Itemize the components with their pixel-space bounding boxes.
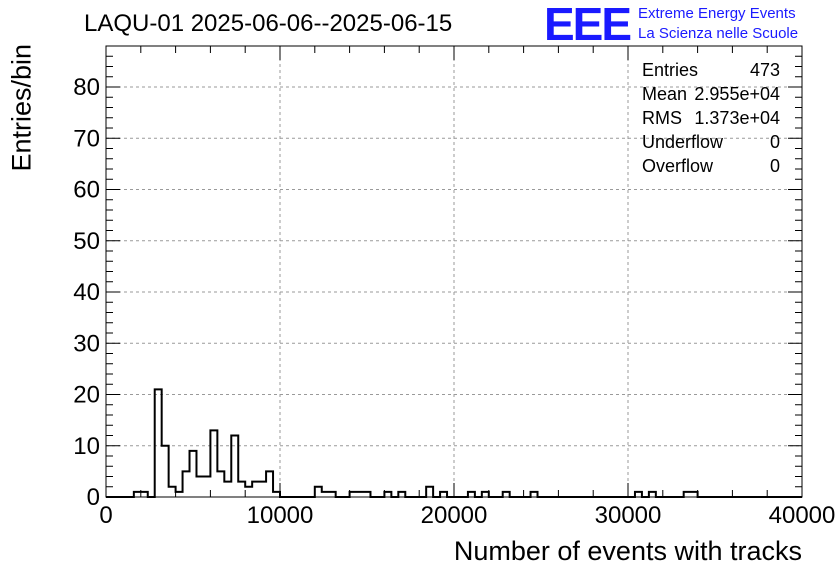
histogram-bin [266,471,273,497]
histogram-bin [252,482,259,497]
x-tick-label: 30000 [595,502,662,529]
y-axis-label: Entries/bin [6,43,37,172]
histogram-bin [245,487,252,497]
histogram-bin [259,482,266,497]
y-tick-label: 80 [73,74,100,101]
eee-logo: EEE [544,0,632,50]
y-tick-label: 20 [73,382,100,409]
stats-label: Overflow [642,156,714,176]
x-tick-label: 10000 [247,502,314,529]
x-tick-label: 0 [99,502,112,529]
y-tick-label: 30 [73,330,100,357]
histogram-bin [210,430,217,497]
stats-label: Entries [642,60,699,80]
stats-label: Mean [642,84,688,104]
stats-value: 0 [769,156,780,176]
stats-value: 473 [749,60,780,80]
histogram-bin [190,451,197,497]
y-tick-label: 50 [73,228,100,255]
stats-box: Entries 473 Mean 2.955e+04 RMS 1.373e+04… [642,60,780,180]
y-tick-label: 40 [73,279,100,306]
histogram-bin [183,471,190,497]
y-tick-label: 70 [73,125,100,152]
histogram-bin [224,482,231,497]
y-tick-label: 0 [87,484,100,511]
histogram-bin [155,389,162,497]
histogram-bin [203,477,210,498]
histogram-bin [231,436,238,498]
logo-line-2: La Scienza nelle Scuole [638,25,799,42]
histogram-bin [217,471,224,497]
stats-label: RMS [642,108,682,128]
stats-row-overflow: Overflow 0 [642,156,780,180]
x-tick-label: 20000 [421,502,488,529]
histogram-bin [169,487,176,497]
stats-row-rms: RMS 1.373e+04 [642,108,780,132]
stats-value: 2.955e+04 [694,84,780,104]
histogram-bin [196,477,203,498]
stats-row-mean: Mean 2.955e+04 [642,84,780,108]
histogram-bin [315,487,322,497]
histogram-bin [162,446,169,497]
y-tick-label: 10 [73,433,100,460]
x-tick-label: 40000 [769,502,836,529]
histogram-bin [238,482,245,497]
stats-label: Underflow [642,132,724,152]
stats-row-entries: Entries 473 [642,60,780,84]
axes [105,45,803,498]
histogram-bin [426,487,433,497]
x-axis-label: Number of events with tracks [453,536,802,566]
y-tick-label: 60 [73,177,100,204]
grid-lines [106,46,802,497]
tick-labels: 0 10000 20000 30000 40000 0 10 20 30 40 50 60 70 80 [73,74,835,529]
stats-row-underflow: Underflow 0 [642,132,780,156]
chart-title: LAQU-01 2025-06-06--2025-06-15 [84,10,453,37]
stats-value: 1.373e+04 [694,108,780,128]
logo-line-1: Extreme Energy Events [638,5,796,22]
stats-value: 0 [769,132,780,152]
